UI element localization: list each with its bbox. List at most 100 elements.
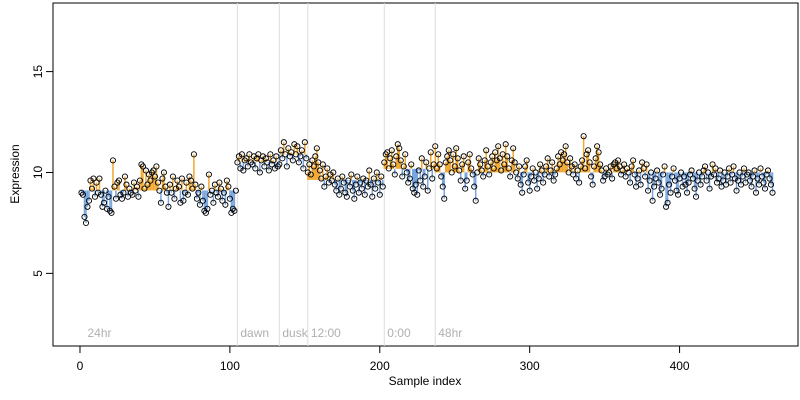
point — [279, 155, 286, 162]
point — [769, 189, 776, 196]
point — [553, 165, 560, 172]
point — [204, 205, 211, 212]
point — [397, 157, 404, 164]
point — [399, 173, 406, 180]
point — [309, 157, 316, 164]
point — [664, 199, 671, 206]
point — [423, 159, 430, 166]
point — [97, 191, 105, 198]
point — [699, 173, 706, 180]
point — [634, 175, 641, 182]
point — [734, 177, 742, 184]
point — [472, 197, 479, 204]
point — [564, 159, 571, 166]
point — [412, 181, 419, 188]
point — [481, 157, 488, 164]
region-label: 0:00 — [387, 326, 411, 340]
point — [336, 191, 343, 198]
x-tick-label: 0 — [77, 359, 84, 373]
point — [427, 149, 434, 156]
point — [295, 159, 302, 166]
point — [96, 175, 103, 182]
point — [327, 171, 334, 178]
point — [222, 201, 229, 208]
point — [505, 165, 512, 172]
y-axis-label: Expression — [8, 144, 22, 203]
point — [673, 187, 680, 194]
point — [594, 143, 601, 150]
point — [685, 179, 692, 186]
point — [262, 155, 269, 162]
point — [103, 205, 111, 212]
point — [157, 199, 164, 206]
point — [310, 163, 317, 170]
point — [216, 179, 223, 186]
point — [658, 185, 665, 192]
point — [324, 165, 331, 172]
point — [415, 167, 422, 174]
point — [193, 195, 200, 202]
point — [195, 189, 202, 196]
point — [373, 169, 380, 176]
point — [372, 185, 379, 192]
point — [703, 177, 710, 184]
point — [514, 175, 521, 182]
point — [687, 171, 694, 178]
point — [235, 153, 242, 160]
point — [186, 173, 193, 180]
point — [325, 179, 332, 186]
y-tick-label: 15 — [31, 65, 45, 79]
x-tick-label: 400 — [670, 359, 690, 373]
x-axis-label: Sample index — [389, 374, 462, 388]
point — [390, 161, 397, 168]
point — [375, 179, 382, 186]
point — [746, 177, 754, 184]
point — [238, 151, 245, 158]
point — [534, 185, 541, 192]
point — [681, 173, 688, 180]
point — [574, 167, 581, 174]
point — [501, 161, 508, 168]
point — [637, 181, 644, 188]
point — [150, 167, 157, 174]
point — [142, 167, 149, 174]
point — [751, 167, 758, 174]
point — [379, 183, 386, 190]
point — [271, 165, 278, 172]
point — [630, 157, 637, 164]
point — [508, 157, 515, 164]
point — [460, 153, 467, 160]
point — [313, 145, 320, 152]
point — [196, 201, 203, 208]
point — [180, 197, 187, 204]
point — [354, 173, 361, 180]
point — [736, 169, 743, 176]
point — [351, 195, 358, 202]
point — [337, 185, 344, 192]
point — [370, 175, 377, 182]
point — [205, 171, 212, 178]
point — [378, 173, 385, 180]
point — [600, 177, 607, 184]
point — [720, 177, 727, 184]
point — [348, 171, 355, 178]
point — [160, 169, 167, 176]
point — [234, 159, 241, 166]
point — [708, 173, 715, 180]
point — [684, 189, 691, 196]
point — [757, 165, 764, 172]
point — [429, 175, 436, 182]
point — [438, 173, 445, 180]
point — [529, 165, 536, 172]
point — [405, 179, 412, 186]
point — [285, 145, 292, 152]
point — [202, 209, 209, 216]
point — [232, 187, 239, 194]
point — [141, 185, 148, 192]
point — [466, 151, 473, 158]
point — [360, 175, 367, 182]
point — [298, 147, 305, 154]
point — [609, 175, 616, 182]
point — [319, 161, 326, 168]
point — [480, 173, 487, 180]
